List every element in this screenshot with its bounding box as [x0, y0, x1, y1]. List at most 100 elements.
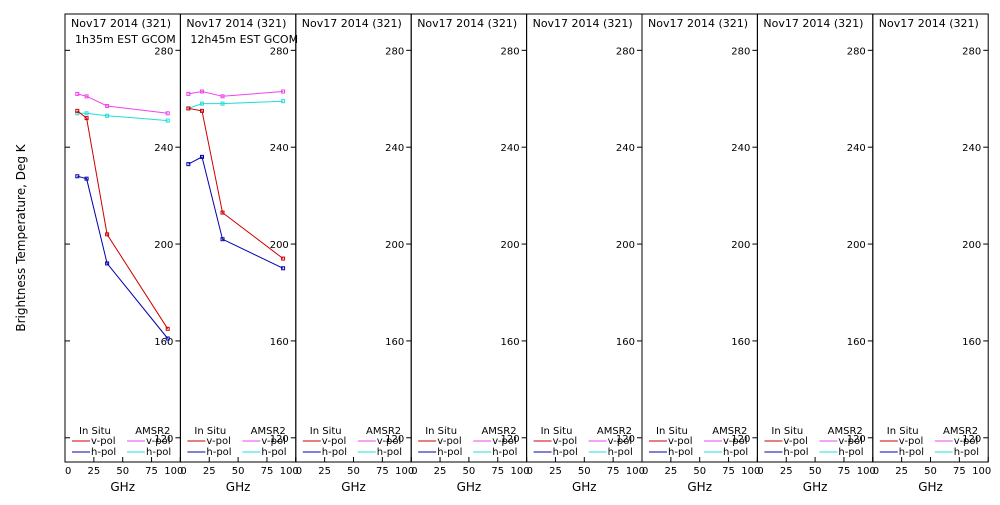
x-tick-label-4-2: 50 [578, 466, 591, 477]
y-tick-label-3-4: 280 [501, 46, 520, 57]
panel-frame-0 [64, 13, 181, 463]
legend-in-situ-title-7: In Situ [887, 426, 919, 437]
y-tick-label-1-1: 160 [270, 337, 289, 348]
y-tick-label-6-0: 120 [847, 434, 866, 445]
series-point-in_situ_v-0-3 [165, 326, 170, 331]
series-line-in_situ_h-0 [77, 175, 169, 339]
series-point-in_situ_h-1-3 [281, 266, 286, 271]
x-tick-label-6-2: 50 [809, 466, 822, 477]
legend-amsr2-title-0: AMSR2 [135, 426, 170, 437]
series-point-in_situ_h-0-3 [165, 336, 170, 341]
series-line-in_situ_h-1 [188, 156, 284, 269]
legend-label-amsr2_v-2: v-pol [377, 436, 402, 447]
y-tick-label-1-4: 280 [270, 46, 289, 57]
series-point-amsr2_h-1-2 [220, 101, 225, 106]
x-tick-label-7-4: 100 [972, 466, 991, 477]
legend-label-amsr2_v-3: v-pol [492, 436, 517, 447]
legend-label-amsr2_h-4: h-pol [608, 447, 633, 458]
y-tick-label-2-0: 120 [385, 434, 404, 445]
x-tick-label-1-0: 0 [180, 466, 186, 477]
y-tick-label-0-1: 160 [154, 337, 173, 348]
y-tick-label-3-3: 240 [501, 143, 520, 154]
y-tick-label-6-4: 280 [847, 46, 866, 57]
x-tick-label-4-1: 25 [549, 466, 562, 477]
series-point-in_situ_h-1-1 [199, 154, 204, 159]
legend-label-amsr2_h-7: h-pol [954, 447, 979, 458]
legend-label-amsr2_v-0: v-pol [146, 436, 171, 447]
x-tick-label-5-2: 50 [693, 466, 706, 477]
panel-frame-1 [179, 13, 297, 463]
x-tick-label-3-1: 25 [434, 466, 447, 477]
series-line-in_situ_v-0 [76, 110, 169, 330]
panel-title-7: Nov17 2014 (321) [879, 17, 979, 30]
x-axis-label-0: GHz [110, 480, 135, 494]
x-tick-label-7-1: 25 [895, 466, 908, 477]
panel-frame-4 [526, 13, 643, 463]
x-tick-label-0-3: 75 [145, 466, 158, 477]
panel-title-4: Nov17 2014 (321) [533, 17, 633, 30]
legend-label-amsr2_h-6: h-pol [838, 447, 863, 458]
legend-label-amsr2_h-5: h-pol [723, 447, 748, 458]
x-axis-label-6: GHz [803, 480, 828, 494]
x-tick-label-2-1: 25 [318, 466, 331, 477]
series-line-in_situ_v-1 [188, 107, 284, 259]
legend-label-in_situ_h-4: h-pol [553, 447, 578, 458]
legend-amsr2-title-6: AMSR2 [828, 426, 863, 437]
series-point-in_situ_v-1-2 [220, 210, 225, 215]
legend-label-in_situ_h-7: h-pol [899, 447, 924, 458]
y-tick-label-1-3: 240 [270, 143, 289, 154]
panel-title-6: Nov17 2014 (321) [763, 17, 863, 30]
series-point-in_situ_v-0-0 [75, 108, 80, 113]
x-axis-label-4: GHz [572, 480, 597, 494]
y-tick-label-4-1: 160 [616, 337, 635, 348]
y-tick-label-4-3: 240 [616, 143, 635, 154]
legend-label-amsr2_h-1: h-pol [261, 447, 286, 458]
x-tick-label-3-2: 50 [463, 466, 476, 477]
legend-in-situ-title-2: In Situ [310, 426, 342, 437]
y-tick-label-7-3: 240 [962, 143, 981, 154]
x-tick-label-1-1: 25 [203, 466, 216, 477]
legend-label-amsr2_v-7: v-pol [954, 436, 979, 447]
series-point-in_situ_v-1-1 [199, 108, 204, 113]
legend-in-situ-title-1: In Situ [194, 426, 226, 437]
legend-label-in_situ_v-7: v-pol [899, 436, 924, 447]
y-tick-label-3-1: 160 [501, 337, 520, 348]
series-point-amsr2_v-0-1 [84, 94, 89, 99]
series-line-amsr2_v-1 [188, 90, 284, 97]
series-point-amsr2_h-0-1 [84, 111, 89, 116]
series-point-in_situ_h-1-2 [220, 237, 225, 242]
panel-frame-6 [756, 13, 874, 463]
series-point-amsr2_v-1-0 [186, 91, 191, 96]
x-axis-label-1: GHz [226, 480, 251, 494]
series-point-in_situ_h-0-0 [75, 174, 80, 179]
y-tick-label-3-0: 120 [501, 434, 520, 445]
x-tick-label-6-1: 25 [780, 466, 793, 477]
y-tick-label-5-3: 240 [731, 143, 750, 154]
y-tick-label-4-0: 120 [616, 434, 635, 445]
y-tick-label-0-0: 120 [154, 434, 173, 445]
series-line-amsr2_h-0 [77, 112, 168, 122]
legend-label-amsr2_v-4: v-pol [608, 436, 633, 447]
legend-label-in_situ_h-2: h-pol [322, 447, 347, 458]
x-tick-label-7-2: 50 [924, 466, 937, 477]
panel-title-5: Nov17 2014 (321) [648, 17, 748, 30]
legend-label-in_situ_v-4: v-pol [553, 436, 578, 447]
legend-amsr2-title-1: AMSR2 [251, 426, 286, 437]
panel-frame-5 [641, 13, 758, 463]
x-tick-label-5-3: 75 [722, 466, 735, 477]
panel-subtitle-1: 12h45m EST GCOM [190, 33, 298, 46]
legend-amsr2-title-5: AMSR2 [712, 426, 747, 437]
panel-frame-3 [410, 13, 528, 463]
series-point-in_situ_v-1-3 [281, 256, 286, 261]
x-tick-label-3-4: 100 [511, 466, 530, 477]
x-tick-label-5-1: 25 [664, 466, 677, 477]
series-point-in_situ_h-1-0 [186, 162, 191, 167]
x-tick-label-3-3: 75 [491, 466, 504, 477]
legend-amsr2-title-3: AMSR2 [481, 426, 516, 437]
y-tick-label-0-4: 280 [154, 46, 173, 57]
x-tick-label-2-4: 100 [395, 466, 414, 477]
legend-in-situ-title-4: In Situ [541, 426, 573, 437]
series-point-amsr2_h-0-0 [75, 111, 80, 116]
y-tick-label-4-4: 280 [616, 46, 635, 57]
y-tick-label-7-1: 160 [962, 337, 981, 348]
